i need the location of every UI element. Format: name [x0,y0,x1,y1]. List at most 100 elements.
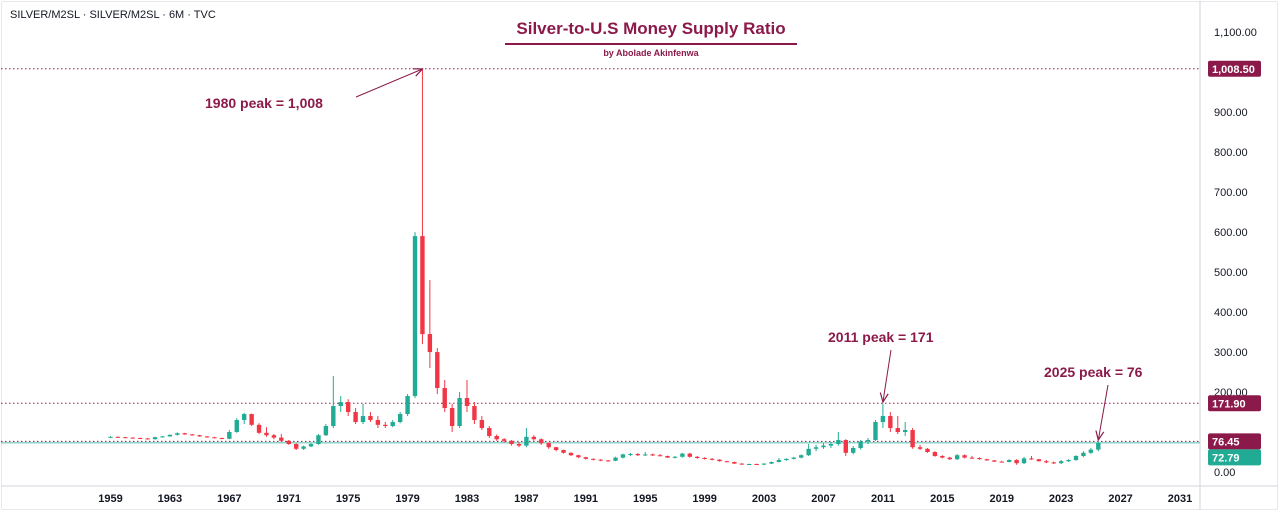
candle [999,460,1004,463]
candle [583,456,589,460]
candle [338,396,343,413]
candle [902,422,908,437]
x-tick-label: 2019 [990,493,1014,505]
candle [680,452,685,458]
candle [836,432,841,446]
candle [279,434,284,443]
candle [1044,460,1049,464]
candle [138,437,143,440]
price-label: 72.79 [1208,449,1261,466]
candle [375,416,381,429]
candles [108,69,1101,466]
x-tick-label: 2027 [1108,493,1132,505]
candle [561,449,566,454]
svg-text:1,008.50: 1,008.50 [1212,64,1255,76]
candle [1029,456,1034,461]
x-tick-label: 2015 [930,493,954,505]
candle [1081,451,1086,458]
candle [1088,448,1094,455]
candle [190,434,195,436]
svg-text:1980 peak = 1,008: 1980 peak = 1,008 [205,95,323,111]
candle [487,426,492,439]
candle [494,434,499,441]
candle [732,461,737,465]
svg-text:171.90: 171.90 [1212,398,1246,410]
annotation: 1980 peak = 1,008 [205,69,422,111]
x-tick-label: 2003 [752,493,776,505]
candle [635,453,641,457]
candle [212,436,217,439]
y-tick-label: 800.00 [1214,147,1248,159]
candle [123,436,128,439]
symbol-info[interactable]: SILVER/M2SL · SILVER/M2SL · 6M · TVC [10,9,216,21]
candle [962,454,967,459]
annotations: 1980 peak = 1,008 2011 peak = 171 2025 pea… [205,69,1143,440]
y-tick-label: 500.00 [1214,267,1248,279]
candle [992,460,997,463]
candle [613,456,618,462]
candle [405,394,410,417]
candle [1073,455,1079,461]
candle [1058,460,1064,465]
candle [449,404,455,433]
x-tick-label: 1983 [455,493,479,505]
candle [479,416,485,431]
candle [152,436,158,440]
candle [457,392,462,429]
candle [568,452,574,457]
candle [620,453,626,459]
candle [888,412,893,433]
candle [954,454,960,461]
candle [851,446,856,455]
candle [197,434,202,437]
candle [241,412,247,425]
candle [323,424,329,437]
candle [657,454,663,457]
candle [1096,441,1101,452]
x-tick-label: 1967 [217,493,241,505]
x-tick-label: 2007 [811,493,835,505]
candle [546,442,551,449]
candle [420,69,425,345]
price-labels: 1,008.50 171.90 76.45 72.79 [1208,60,1261,466]
annotation: 2025 peak = 76 [1044,364,1143,440]
candle [204,436,210,438]
candle [182,432,187,435]
svg-text:2025 peak = 76: 2025 peak = 76 [1044,364,1143,380]
candle [301,445,306,451]
chart-title: Silver-to-U.S Money Supply Ratio [505,19,797,45]
time-axis[interactable]: 1959 1963 1967 1971 1975 1979 1983 1987 1991 1995… [98,493,1192,505]
x-tick-label: 1963 [158,493,182,505]
candle [234,418,239,433]
candle [353,408,358,425]
candle [1066,459,1071,463]
candle [843,439,848,457]
candle [524,428,529,448]
y-tick-label: 900.00 [1214,107,1248,119]
candle [747,463,752,466]
candle [784,458,789,461]
candle [383,422,388,429]
candle [1021,456,1027,465]
candle [739,463,744,465]
candle [873,420,878,441]
candle [806,444,811,457]
candle [821,443,826,449]
x-tick-label: 2011 [871,493,895,505]
candle [761,463,767,466]
candle [368,412,373,423]
candle [576,454,581,459]
candle [271,434,277,440]
price-label: 171.90 [1208,395,1261,412]
price-label: 76.45 [1208,433,1261,450]
x-tick-label: 1999 [692,493,716,505]
candle [791,456,796,460]
candle [1014,459,1019,465]
candle [516,442,522,448]
candle [553,446,559,452]
candle [397,412,403,424]
candle [947,456,952,461]
candle [813,444,819,452]
candle [167,434,173,437]
